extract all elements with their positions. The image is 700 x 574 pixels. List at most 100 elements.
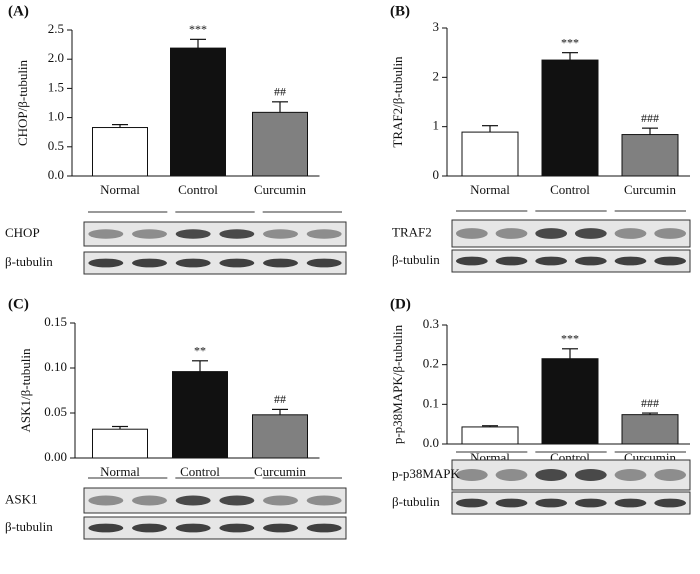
blot-band bbox=[132, 229, 167, 239]
blot-band bbox=[495, 498, 528, 508]
blot-band bbox=[495, 469, 528, 481]
blot-label: CHOP bbox=[5, 225, 40, 240]
y-tick-label: 2.0 bbox=[48, 50, 64, 65]
blot-band bbox=[535, 228, 568, 239]
blot-band bbox=[535, 469, 568, 481]
y-tick-label: 1 bbox=[433, 118, 440, 133]
blot bbox=[451, 491, 691, 515]
blot bbox=[451, 219, 691, 248]
bar bbox=[172, 371, 228, 459]
bar bbox=[461, 426, 519, 445]
y-tick-label: 0.0 bbox=[423, 435, 439, 450]
bar bbox=[252, 111, 308, 177]
blot bbox=[83, 516, 347, 540]
bar bbox=[92, 127, 148, 177]
blot-band bbox=[88, 523, 124, 533]
blot-band bbox=[219, 523, 255, 533]
blot-band bbox=[535, 256, 568, 266]
x-tick-label: Curcumin bbox=[624, 182, 676, 197]
blot bbox=[83, 251, 347, 275]
y-axis-label: TRAF2/β-tubulin bbox=[390, 56, 405, 148]
blot-band bbox=[495, 228, 528, 239]
blot-band bbox=[88, 495, 124, 506]
y-tick-label: 3 bbox=[433, 19, 440, 34]
x-tick-label: Control bbox=[180, 464, 220, 479]
blot-band bbox=[614, 228, 647, 239]
blot-band bbox=[614, 498, 647, 508]
y-tick-label: 1.0 bbox=[48, 109, 64, 124]
y-tick-label: 0.15 bbox=[44, 314, 67, 329]
blot-band bbox=[132, 495, 167, 506]
panel-label: (B) bbox=[390, 3, 410, 19]
blot-band bbox=[132, 258, 167, 268]
blot-band bbox=[455, 469, 488, 481]
blot-band bbox=[263, 495, 298, 506]
bar bbox=[541, 358, 599, 445]
blot-label: TRAF2 bbox=[392, 224, 432, 239]
bar bbox=[461, 131, 519, 177]
significance: *** bbox=[561, 35, 579, 49]
blot-band bbox=[654, 469, 687, 481]
y-tick-label: 2.5 bbox=[48, 21, 64, 36]
y-tick-label: 0 bbox=[433, 167, 440, 182]
bar bbox=[170, 47, 226, 177]
blot bbox=[451, 459, 691, 491]
blot-band bbox=[654, 256, 687, 266]
blot-band bbox=[88, 229, 124, 239]
blot-band bbox=[614, 256, 647, 266]
blot-band bbox=[455, 498, 488, 508]
bar bbox=[252, 414, 308, 459]
bar bbox=[621, 134, 679, 177]
blot-band bbox=[574, 228, 607, 239]
significance: ### bbox=[641, 396, 659, 410]
blot-band bbox=[175, 258, 211, 268]
x-tick-label: Curcumin bbox=[254, 182, 306, 197]
blot-band bbox=[219, 229, 255, 239]
blot bbox=[451, 249, 691, 273]
blot-band bbox=[614, 469, 647, 481]
blot-band bbox=[574, 498, 607, 508]
blot-band bbox=[175, 523, 211, 533]
blot-band bbox=[654, 498, 687, 508]
blot-band bbox=[263, 523, 298, 533]
significance: ## bbox=[274, 85, 286, 99]
x-tick-label: Control bbox=[178, 182, 218, 197]
blot-band bbox=[306, 229, 342, 239]
blot-band bbox=[175, 229, 211, 239]
panel-label: (D) bbox=[390, 296, 411, 312]
blot-label: ASK1 bbox=[5, 491, 38, 506]
y-tick-label: 0.10 bbox=[44, 359, 67, 374]
blot-label: β-tubulin bbox=[5, 519, 53, 534]
blot-band bbox=[654, 228, 687, 239]
x-tick-label: Normal bbox=[470, 182, 510, 197]
blot-band bbox=[263, 229, 298, 239]
bar bbox=[92, 428, 148, 459]
significance: *** bbox=[189, 22, 207, 36]
x-tick-label: Curcumin bbox=[254, 464, 306, 479]
x-tick-label: Normal bbox=[100, 464, 140, 479]
blot-band bbox=[219, 495, 255, 506]
blot-band bbox=[574, 469, 607, 481]
blot-band bbox=[306, 523, 342, 533]
y-tick-label: 1.5 bbox=[48, 79, 64, 94]
y-tick-label: 0.3 bbox=[423, 316, 439, 331]
y-axis-label: p-p38MAPK/β-tubulin bbox=[390, 324, 405, 444]
y-tick-label: 2 bbox=[433, 68, 440, 83]
y-tick-label: 0.00 bbox=[44, 449, 67, 464]
bar bbox=[541, 59, 599, 177]
blot-band bbox=[455, 228, 488, 239]
blot-band bbox=[263, 258, 298, 268]
y-tick-label: 0.5 bbox=[48, 138, 64, 153]
blot-band bbox=[219, 258, 255, 268]
y-tick-label: 0.2 bbox=[423, 356, 439, 371]
panel-label: (C) bbox=[8, 296, 29, 312]
y-tick-label: 0.0 bbox=[48, 167, 64, 182]
blot-band bbox=[574, 256, 607, 266]
blot-band bbox=[132, 523, 167, 533]
blot-band bbox=[535, 498, 568, 508]
y-axis-label: CHOP/β-tubulin bbox=[15, 59, 30, 146]
blot-label: β-tubulin bbox=[392, 252, 440, 267]
significance: ## bbox=[274, 392, 286, 406]
significance: ### bbox=[641, 111, 659, 125]
